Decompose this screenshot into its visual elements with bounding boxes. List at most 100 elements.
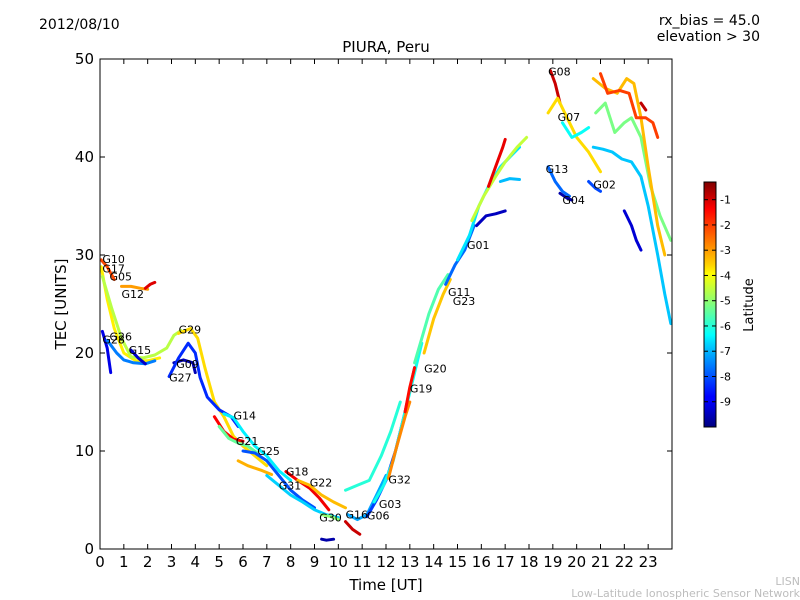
y-tick-label: 10 [75,442,94,460]
x-tick-label: 3 [167,553,177,571]
y-axis-label: TEC [UNITS] [52,259,70,351]
colorbar-tick-label: -9 [720,396,731,409]
y-tick-label: 40 [75,148,94,166]
series-g32b [344,400,402,492]
series-g30 [320,513,340,522]
elevation-label: elevation > 30 [656,29,760,45]
series-g25b [236,459,274,476]
x-tick-label: 14 [424,553,443,571]
series-g20 [413,273,450,365]
x-tick-label: 22 [615,553,634,571]
colorbar-label: Latitude [742,278,757,332]
series-g22 [296,478,347,510]
series-g02e [599,72,660,139]
x-tick-label: 20 [567,553,586,571]
x-tick-label: 18 [519,553,538,571]
y-tick-label: 50 [75,50,94,68]
series-g12b [143,280,157,290]
x-tick-label: 16 [472,553,491,571]
x-tick-label: 21 [591,553,610,571]
satellite-label-g30: G30 [319,512,342,525]
series-g19 [403,366,417,414]
x-tick-label: 6 [238,553,248,571]
series-g02 [587,180,602,193]
x-tick-label: 15 [448,553,467,571]
satellite-label-g03: G03 [379,498,402,511]
series-g02g [622,209,643,252]
credit-full: Low-Latitude Ionospheric Sensor Network [571,587,800,600]
satellite-label-g08: G08 [548,66,571,79]
series-g28 [100,329,113,375]
x-tick-label: 9 [310,553,320,571]
satellite-label-g32: G32 [388,473,411,486]
series-g15 [129,348,147,366]
satellite-label-g29: G29 [179,323,202,336]
series-g17 [99,265,162,363]
satellite-label-g07: G07 [558,111,581,124]
series-g32 [386,400,412,480]
satellite-label-g21: G21 [236,435,259,448]
series-g01e [498,177,521,183]
series-g02b [591,145,673,326]
colorbar [703,181,717,428]
satellite-label-g12: G12 [121,288,144,301]
series-g30b [320,537,336,542]
series-g02f [639,101,648,112]
series-g01c [470,135,529,223]
x-tick-label: 0 [95,553,105,571]
series-g26 [105,338,157,366]
satellite-label-g05: G05 [110,271,133,284]
x-tick-label: 13 [400,553,419,571]
series-g14 [222,412,293,482]
satellite-label-g11: G11 [448,286,471,299]
x-axis: 0 1 2 3 4 5 6 7 8 9 10 11 12 13 14 15 16 17 18 19 20 21 22 23 [95,59,658,571]
series-g01b [475,209,507,228]
x-tick-label: 17 [496,553,515,571]
y-tick-label: 30 [75,246,94,264]
x-tick-label: 4 [191,553,201,571]
x-tick-label: 7 [262,553,272,571]
series-g09 [172,358,197,375]
colorbar-tick-label: -3 [720,244,731,257]
satellite-label-g18: G18 [286,466,309,479]
satellite-label-g22: G22 [310,476,333,489]
colorbar-tick-label: -4 [720,269,731,282]
satellite-label-g17: G17 [102,263,125,276]
bias-label: rx_bias = 45.0 [658,13,760,29]
satellite-label-g13: G13 [546,163,569,176]
series-g25 [241,449,316,510]
plot-area [100,59,672,549]
colorbar-tick-label: -5 [720,295,731,308]
series-g07 [546,96,602,174]
y-axis: 0 10 20 30 40 50 [75,50,672,558]
y-tick-label: 20 [75,344,94,362]
satellite-label-g27: G27 [169,372,192,385]
satellite-label-g15: G15 [129,344,152,357]
x-tick-label: 8 [286,553,296,571]
satellite-label-g26: G26 [110,330,133,343]
chart-title: PIURA, Peru [342,38,429,56]
colorbar-ticks: -1 -2 -3 -4 -5 -6 -7 -8 -9 [704,194,731,409]
satellite-label-g14: G14 [233,410,256,423]
series-g13 [546,165,571,198]
satellite-label-g16: G16 [345,509,368,522]
x-tick-label: 12 [376,553,395,571]
satellite-label-g06: G06 [367,510,390,523]
x-tick-label: 19 [543,553,562,571]
series-g04 [558,191,574,202]
satellite-label-g25: G25 [257,445,280,458]
series-g18 [284,470,331,512]
x-tick-label: 11 [353,553,372,571]
x-tick-label: 1 [119,553,129,571]
series-g07b [560,121,591,139]
series-g01d [487,137,507,188]
satellite-label-g01: G01 [467,239,490,252]
satellite-label-g19: G19 [410,382,433,395]
colorbar-tick-label: -8 [720,370,731,383]
x-tick-label: 23 [639,553,658,571]
series-g02c [594,101,673,242]
series-g10 [99,258,116,281]
x-tick-label: 5 [214,553,224,571]
